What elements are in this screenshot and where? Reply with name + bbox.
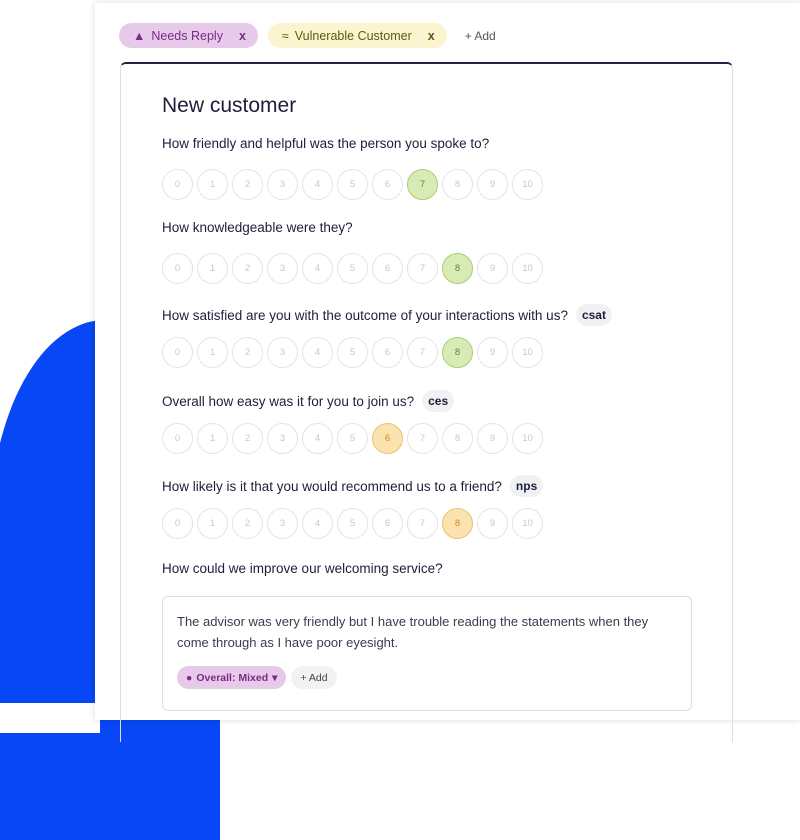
question-text: Overall how easy was it for you to join … [162, 393, 415, 409]
rating-option[interactable]: 8 [442, 169, 473, 200]
rating-option[interactable]: 8 [442, 423, 473, 454]
rating-option[interactable]: 2 [232, 169, 263, 200]
tag-vulnerable-customer[interactable]: ≈ Vulnerable Customer x [267, 23, 447, 48]
metric-badge: nps [509, 475, 544, 497]
rating-option[interactable]: 7 [407, 253, 438, 284]
rating-option[interactable]: 9 [477, 508, 508, 539]
rating-option[interactable]: 8 [442, 508, 473, 539]
rating-option[interactable]: 6 [372, 253, 403, 284]
rating-option[interactable]: 0 [162, 508, 193, 539]
rating-option[interactable]: 7 [407, 337, 438, 368]
rating-option[interactable]: 1 [197, 337, 228, 368]
rating-option[interactable]: 1 [197, 169, 228, 200]
question-text: How satisfied are you with the outcome o… [162, 307, 568, 323]
rating-option[interactable]: 2 [232, 337, 263, 368]
rating-option[interactable]: 0 [162, 423, 193, 454]
question-text: How friendly and helpful was the person … [162, 136, 490, 151]
face-icon: ● [186, 671, 193, 684]
rating-option[interactable]: 4 [302, 423, 333, 454]
handshake-icon: ≈ [281, 28, 289, 43]
rating-option[interactable]: 6 [372, 337, 403, 368]
answer-text: The advisor was very friendly but I have… [177, 614, 649, 650]
rating-scale: 0 1 2 3 4 5 6 7 8 9 10 [162, 508, 543, 539]
chevron-down-icon: ▾ [272, 671, 278, 684]
rating-option[interactable]: 0 [162, 337, 193, 368]
rating-option[interactable]: 1 [197, 253, 228, 284]
rating-scale: 0 1 2 3 4 5 6 7 8 9 10 [162, 253, 543, 284]
rating-option[interactable]: 9 [477, 169, 508, 200]
rating-option[interactable]: 10 [512, 337, 543, 368]
rating-option[interactable]: 5 [337, 337, 368, 368]
rating-scale: 0 1 2 3 4 5 6 7 8 9 10 [162, 423, 543, 454]
add-label-button[interactable]: + Add [291, 666, 337, 689]
bell-icon: ▲ [133, 28, 146, 43]
rating-option[interactable]: 9 [477, 253, 508, 284]
question-text: How knowledgeable were they? [162, 220, 353, 235]
rating-option[interactable]: 5 [337, 423, 368, 454]
rating-option[interactable]: 8 [442, 337, 473, 368]
rating-option[interactable]: 3 [267, 169, 298, 200]
question: How knowledgeable were they? [162, 220, 353, 235]
rating-option[interactable]: 3 [267, 337, 298, 368]
rating-scale: 0 1 2 3 4 5 6 7 8 9 10 [162, 169, 543, 200]
rating-option[interactable]: 7 [407, 169, 438, 200]
add-tag-button[interactable]: + Add [464, 28, 496, 43]
rating-option[interactable]: 1 [197, 423, 228, 454]
question: How likely is it that you would recommen… [162, 475, 544, 497]
rating-option[interactable]: 8 [442, 253, 473, 284]
rating-option[interactable]: 10 [512, 169, 543, 200]
rating-option[interactable]: 4 [302, 508, 333, 539]
rating-option[interactable]: 2 [232, 508, 263, 539]
rating-option[interactable]: 4 [302, 169, 333, 200]
rating-option[interactable]: 2 [232, 423, 263, 454]
rating-option[interactable]: 10 [512, 253, 543, 284]
rating-scale: 0 1 2 3 4 5 6 7 8 9 10 [162, 337, 543, 368]
remove-tag-button[interactable]: x [238, 28, 246, 43]
question: How satisfied are you with the outcome o… [162, 304, 612, 326]
rating-option[interactable]: 3 [267, 253, 298, 284]
rating-option[interactable]: 7 [407, 508, 438, 539]
rating-option[interactable]: 3 [267, 423, 298, 454]
rating-option[interactable]: 5 [337, 169, 368, 200]
sentiment-dropdown[interactable]: ● Overall: Mixed ▾ [177, 666, 287, 689]
rating-option[interactable]: 6 [372, 169, 403, 200]
rating-option[interactable]: 9 [477, 423, 508, 454]
form-title: New customer [162, 94, 297, 117]
rating-option[interactable]: 4 [302, 253, 333, 284]
rating-option[interactable]: 0 [162, 253, 193, 284]
rating-option[interactable]: 6 [372, 423, 403, 454]
metric-badge: csat [575, 304, 612, 326]
open-question: How could we improve our welcoming servi… [162, 561, 443, 576]
rating-option[interactable]: 5 [337, 253, 368, 284]
rating-option[interactable]: 9 [477, 337, 508, 368]
rating-option[interactable]: 5 [337, 508, 368, 539]
question: How friendly and helpful was the person … [162, 136, 489, 151]
rating-option[interactable]: 3 [267, 508, 298, 539]
survey-card: ▲ Needs Reply x ≈ Vulnerable Customer x + Ad… [95, 3, 800, 742]
rating-option[interactable]: 10 [512, 508, 543, 539]
rating-option[interactable]: 10 [512, 423, 543, 454]
rating-option[interactable]: 1 [197, 508, 228, 539]
metric-badge: ces [422, 390, 455, 412]
question-text: How likely is it that you would recommen… [162, 478, 502, 494]
rating-option[interactable]: 7 [407, 423, 438, 454]
survey-panel: New customer How friendly and helpful wa… [120, 62, 733, 742]
remove-tag-button[interactable]: x [427, 28, 435, 43]
answer-box: The advisor was very friendly but I have… [162, 596, 692, 711]
tag-needs-reply[interactable]: ▲ Needs Reply x [119, 23, 258, 48]
question: Overall how easy was it for you to join … [162, 390, 455, 412]
rating-option[interactable]: 4 [302, 337, 333, 368]
rating-option[interactable]: 2 [232, 253, 263, 284]
rating-option[interactable]: 0 [162, 169, 193, 200]
tag-bar: ▲ Needs Reply x ≈ Vulnerable Customer x + Ad… [119, 23, 496, 48]
rating-option[interactable]: 6 [372, 508, 403, 539]
